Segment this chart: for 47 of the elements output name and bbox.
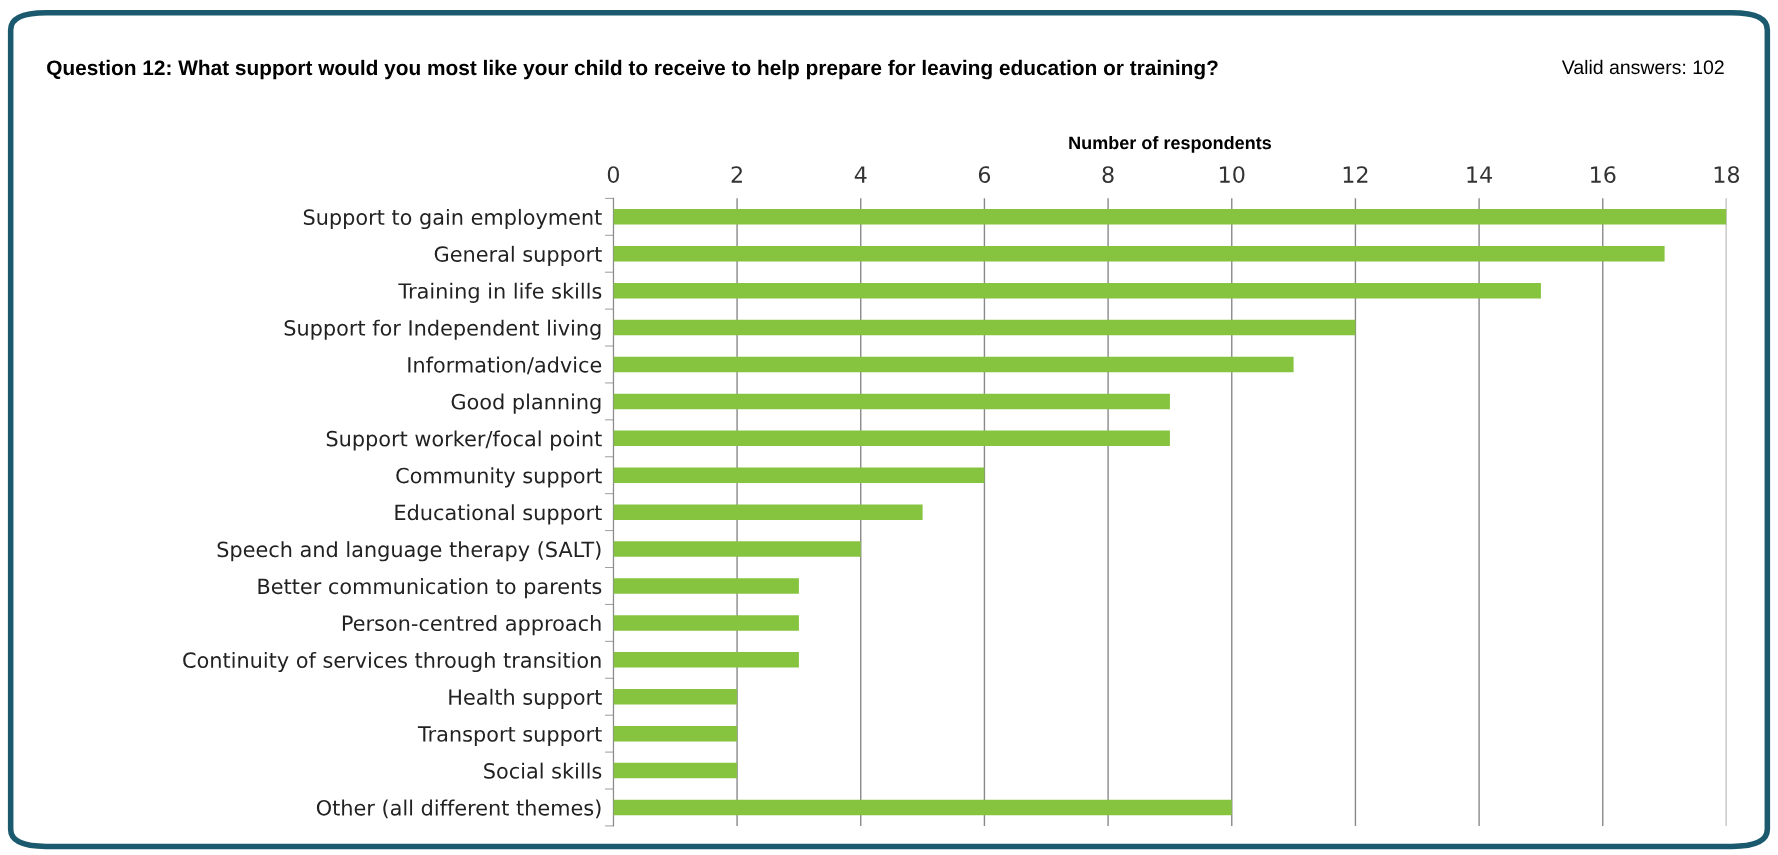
x-tick-label: 14 bbox=[1467, 166, 1492, 183]
bar bbox=[613, 725, 738, 742]
x-tick-label: 4 bbox=[854, 166, 867, 183]
y-tick-label: Training in life skills bbox=[398, 282, 602, 303]
x-tick-label: 0 bbox=[607, 166, 619, 183]
y-tick-label: Good planning bbox=[451, 393, 601, 414]
y-tick-label: Educational support bbox=[395, 504, 602, 525]
y-tick-label: Continuity of services through transition bbox=[183, 651, 601, 673]
y-tick-label: General support bbox=[434, 245, 602, 266]
bar bbox=[613, 688, 738, 705]
bar bbox=[613, 652, 799, 668]
bar bbox=[613, 245, 1665, 262]
y-tick-label: Speech and language therapy (SALT) bbox=[217, 541, 601, 562]
y-tick-label: Person-centred approach bbox=[342, 614, 601, 636]
bar bbox=[613, 393, 1170, 410]
y-tick-label: Information/advice bbox=[408, 356, 602, 375]
chart-title: Question 12: What support would you most like your child to receive to help prepare for leaving education or training? bbox=[47, 59, 1218, 80]
text: Valid answers: 102 bbox=[1561, 59, 1724, 75]
y-tick-label: Health support bbox=[449, 688, 602, 709]
y-tick-label: Other (all different themes) bbox=[316, 799, 601, 819]
x-tick-label: 2 bbox=[731, 166, 742, 183]
bar bbox=[613, 467, 985, 483]
x-tick-label: 18 bbox=[1714, 166, 1740, 183]
y-tick-label: Social skills bbox=[484, 762, 602, 779]
y-tick-label: Community support bbox=[396, 467, 602, 488]
bar bbox=[613, 578, 799, 594]
x-tick-label: 16 bbox=[1591, 166, 1616, 183]
bar bbox=[613, 356, 1294, 373]
y-tick-label: Transport support bbox=[417, 726, 602, 746]
x-tick-label: 12 bbox=[1343, 166, 1368, 183]
x-axis-title: Number of respondents bbox=[1069, 135, 1272, 153]
y-tick-label: Support to gain employment bbox=[303, 208, 602, 230]
bar bbox=[613, 319, 1356, 336]
y-tick-label: Support for Independent living bbox=[284, 319, 601, 340]
bar bbox=[613, 615, 799, 631]
x-tick-label: 10 bbox=[1220, 166, 1245, 183]
bar bbox=[613, 799, 1232, 816]
bar bbox=[613, 762, 738, 779]
bar bbox=[613, 282, 1541, 299]
bar bbox=[613, 504, 923, 520]
x-tick-label: 6 bbox=[978, 166, 991, 183]
bar bbox=[613, 209, 1727, 225]
y-tick-label: Better communication to parents bbox=[258, 578, 602, 599]
x-tick-label: 8 bbox=[1102, 166, 1114, 183]
bar bbox=[613, 430, 1170, 447]
y-tick-label: Support worker/focal point bbox=[326, 430, 602, 451]
bar bbox=[613, 541, 861, 557]
